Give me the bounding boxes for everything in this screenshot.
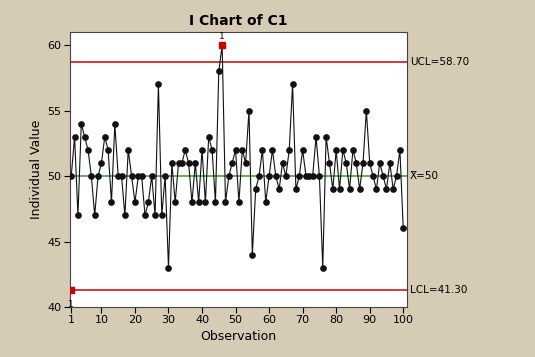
X-axis label: Observation: Observation [200, 330, 276, 342]
Text: 1: 1 [68, 301, 74, 310]
Y-axis label: Individual Value: Individual Value [30, 120, 43, 219]
Text: 1: 1 [219, 32, 225, 41]
Text: LCL=41.30: LCL=41.30 [410, 285, 468, 295]
Text: X̅=50: X̅=50 [410, 171, 439, 181]
Text: UCL=58.70: UCL=58.70 [410, 57, 469, 67]
Title: I Chart of C1: I Chart of C1 [189, 14, 287, 28]
